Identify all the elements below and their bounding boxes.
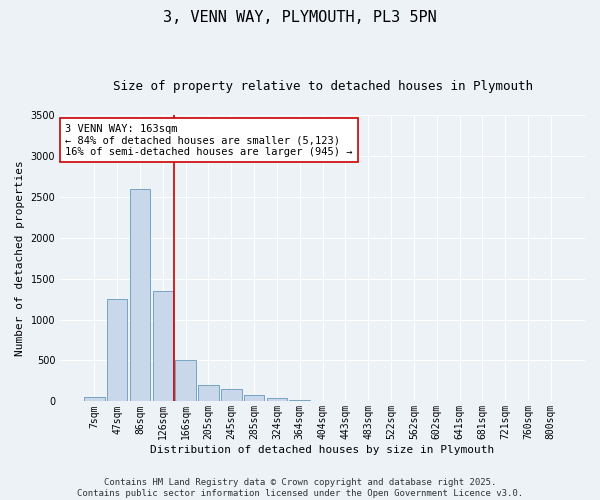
Bar	[266, 398, 287, 402]
Text: 3 VENN WAY: 163sqm
← 84% of detached houses are smaller (5,123)
16% of semi-deta: 3 VENN WAY: 163sqm ← 84% of detached hou…	[65, 124, 353, 157]
Bar	[107, 299, 127, 402]
Bar	[84, 398, 104, 402]
Bar	[289, 400, 310, 402]
Title: Size of property relative to detached houses in Plymouth: Size of property relative to detached ho…	[113, 80, 533, 93]
Y-axis label: Number of detached properties: Number of detached properties	[15, 160, 25, 356]
Bar	[198, 385, 219, 402]
Bar	[175, 360, 196, 402]
Bar	[130, 188, 150, 402]
X-axis label: Distribution of detached houses by size in Plymouth: Distribution of detached houses by size …	[151, 445, 495, 455]
Bar	[152, 291, 173, 402]
Bar	[244, 395, 265, 402]
Text: 3, VENN WAY, PLYMOUTH, PL3 5PN: 3, VENN WAY, PLYMOUTH, PL3 5PN	[163, 10, 437, 25]
Bar	[221, 389, 242, 402]
Bar	[313, 401, 333, 402]
Text: Contains HM Land Registry data © Crown copyright and database right 2025.
Contai: Contains HM Land Registry data © Crown c…	[77, 478, 523, 498]
